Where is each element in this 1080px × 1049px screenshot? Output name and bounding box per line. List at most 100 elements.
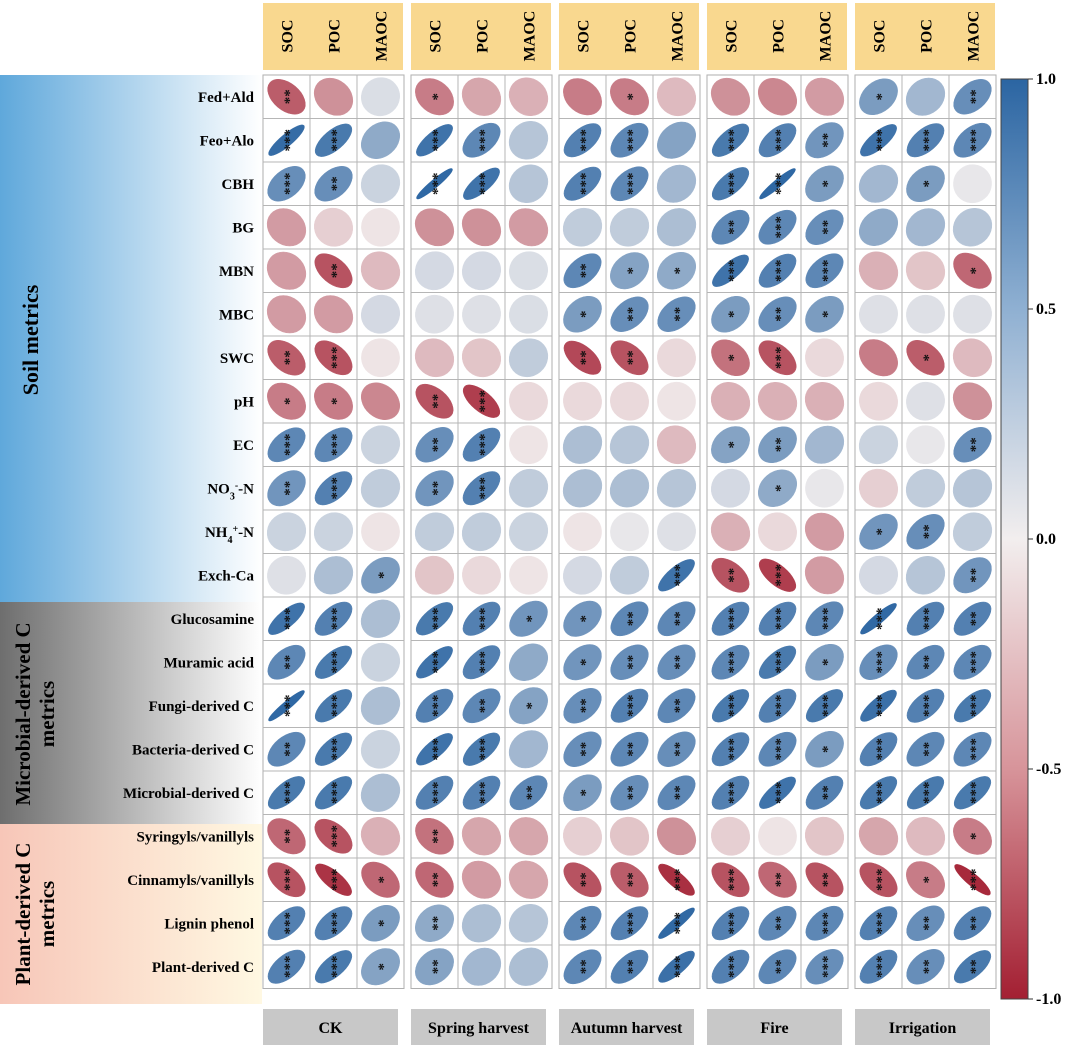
significance-stars: *** [874, 869, 890, 892]
correlation-ellipse [610, 252, 649, 290]
correlation-ellipse [610, 381, 649, 421]
correlation-ellipse [657, 775, 696, 811]
correlation-ellipse [267, 470, 306, 507]
correlation-ellipse [266, 295, 307, 334]
correlation-ellipse [953, 950, 992, 984]
correlation-ellipse [267, 862, 306, 898]
correlation-ellipse [461, 338, 502, 378]
correlation-ellipse [267, 731, 306, 767]
correlation-ellipse [905, 77, 946, 116]
correlation-ellipse [609, 816, 650, 856]
correlation-ellipse [805, 862, 844, 898]
significance-stars: * [625, 267, 641, 275]
correlation-ellipse [360, 816, 401, 856]
correlation-ellipse [563, 381, 602, 421]
correlation-ellipse [562, 555, 603, 595]
correlation-ellipse [859, 644, 898, 680]
correlation-ellipse [805, 730, 844, 768]
significance-stars: ** [773, 437, 789, 452]
correlation-ellipse [361, 77, 400, 117]
significance-stars: * [921, 876, 937, 884]
correlation-ellipse [657, 121, 696, 159]
significance-stars: *** [329, 695, 345, 718]
significance-stars: *** [282, 956, 298, 979]
correlation-ellipse [657, 338, 696, 378]
correlation-ellipse [860, 124, 897, 157]
correlation-ellipse [656, 164, 697, 203]
significance-stars: *** [773, 173, 789, 196]
significance-stars: *** [726, 651, 742, 674]
row-label: Exch-Ca [198, 568, 254, 584]
column-label: POC [327, 19, 344, 53]
correlation-ellipse [906, 340, 945, 376]
significance-stars: *** [625, 173, 641, 196]
panel-label-box [411, 1009, 546, 1045]
significance-stars: ** [921, 959, 937, 974]
correlation-ellipse [711, 209, 750, 245]
significance-stars: ** [578, 350, 594, 365]
correlation-ellipse [267, 949, 306, 984]
row-label: CBH [221, 177, 254, 193]
correlation-ellipse [508, 643, 549, 681]
soil-metrics-band [0, 75, 262, 602]
correlation-ellipse [711, 644, 750, 680]
correlation-ellipse [509, 425, 548, 465]
correlation-ellipse [314, 427, 353, 463]
significance-stars: ** [968, 568, 984, 583]
correlation-ellipse [360, 686, 401, 725]
correlation-ellipse [314, 601, 353, 636]
correlation-ellipse [314, 253, 353, 289]
correlation-ellipse [905, 251, 946, 291]
correlation-ellipse [508, 120, 549, 160]
correlation-ellipse [462, 471, 501, 506]
significance-stars: * [524, 702, 540, 710]
correlation-ellipse [656, 425, 697, 465]
correlation-ellipse [562, 816, 603, 856]
correlation-ellipse [805, 253, 844, 289]
significance-stars: ** [625, 742, 641, 757]
microbial-metrics-band [0, 602, 262, 824]
correlation-ellipse [461, 904, 502, 943]
correlation-ellipse [313, 207, 354, 247]
significance-stars: *** [329, 651, 345, 674]
correlation-ellipse [953, 601, 992, 636]
correlation-ellipse [268, 124, 305, 156]
significance-stars: *** [726, 608, 742, 631]
significance-stars: ** [968, 437, 984, 452]
correlation-ellipse [360, 251, 401, 291]
correlation-ellipse [361, 904, 400, 942]
column-label: SOC [576, 20, 593, 53]
correlation-ellipse [314, 950, 353, 984]
correlation-ellipse [314, 906, 353, 941]
correlation-ellipse [313, 556, 354, 595]
correlation-ellipse [508, 164, 549, 204]
correlation-ellipse [509, 600, 548, 637]
correlation-ellipse [710, 816, 751, 856]
correlation-ellipse [462, 601, 501, 636]
correlation-ellipse [267, 555, 306, 595]
correlation-ellipse [657, 601, 696, 637]
significance-stars: ** [430, 829, 446, 844]
correlation-ellipse [461, 208, 502, 247]
row-label: Muramic acid [164, 655, 255, 671]
significance-stars: *** [874, 651, 890, 674]
correlation-ellipse [461, 512, 502, 552]
correlation-ellipse [758, 512, 797, 552]
correlation-ellipse [905, 555, 946, 595]
correlation-ellipse [508, 468, 549, 508]
significance-stars: ** [820, 220, 836, 235]
significance-stars: * [578, 659, 594, 667]
significance-stars: *** [968, 738, 984, 761]
significance-stars: ** [430, 437, 446, 452]
correlation-ellipse [858, 468, 899, 508]
column-label: MAOC [966, 11, 983, 62]
correlation-ellipse [609, 469, 650, 508]
correlation-ellipse [758, 123, 797, 158]
correlation-ellipse [461, 251, 502, 291]
significance-stars: ** [672, 307, 688, 322]
column-label: POC [623, 19, 640, 53]
significance-stars: *** [477, 608, 493, 631]
correlation-ellipse [360, 468, 401, 508]
correlation-ellipse [804, 381, 845, 421]
